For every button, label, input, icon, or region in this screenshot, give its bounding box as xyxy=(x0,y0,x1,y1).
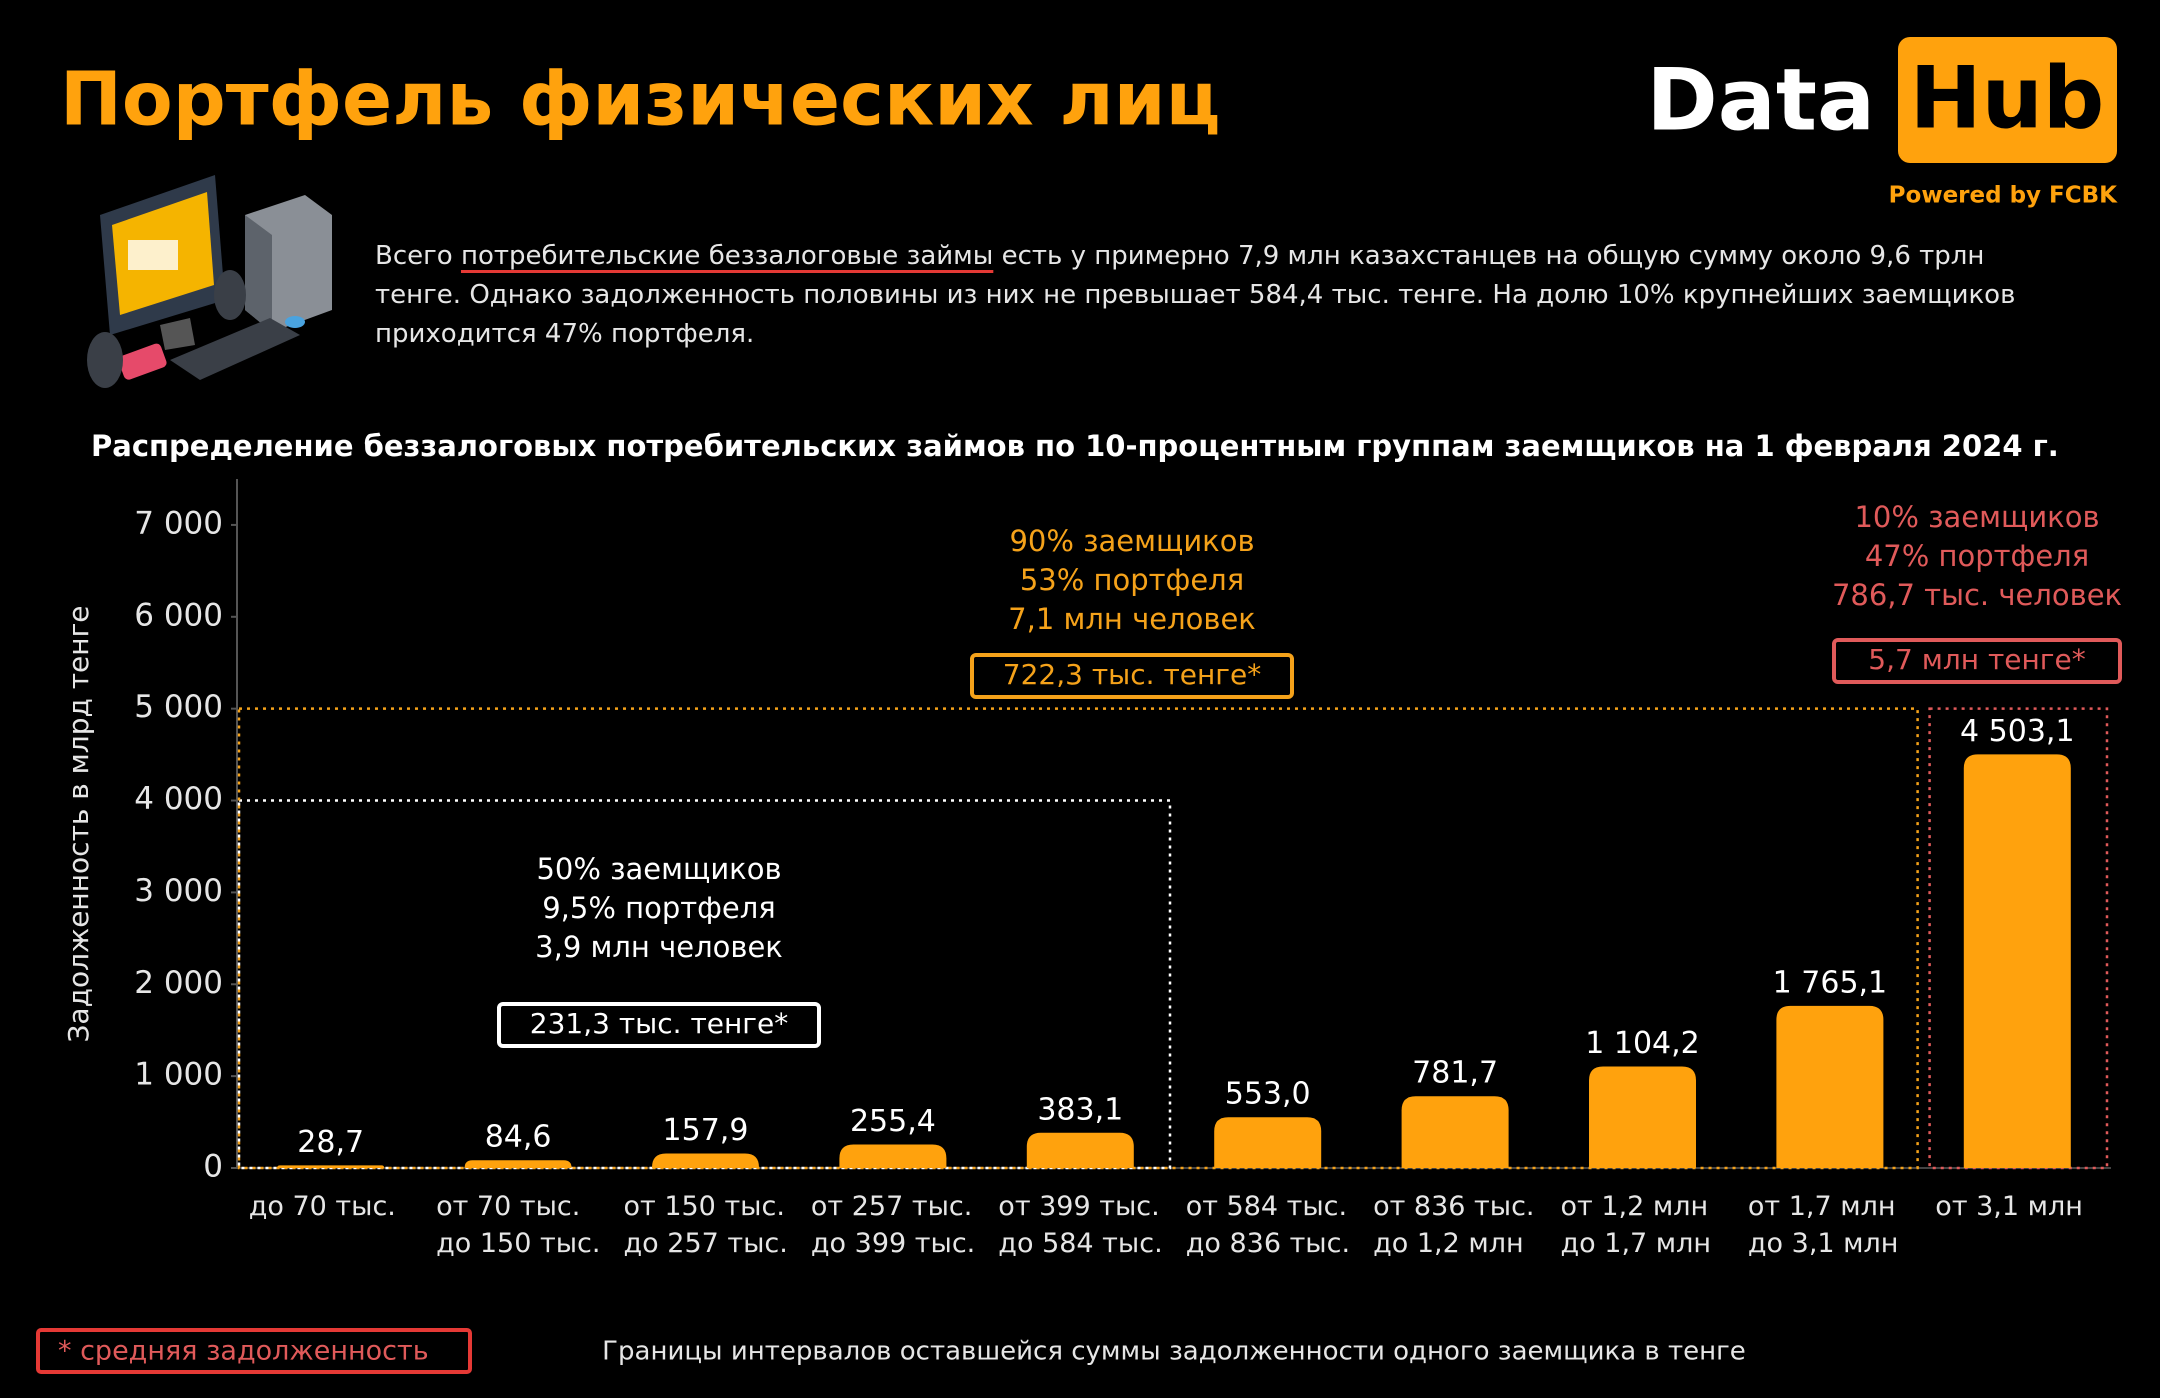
y-tick-label: 7 000 xyxy=(134,505,223,541)
bar xyxy=(1026,1132,1134,1168)
logo-text: Data xyxy=(1646,50,1875,150)
annotation-line: 10% заемщиков xyxy=(1854,500,2099,534)
annotation-line: 3,9 млн человек xyxy=(535,930,783,964)
footnote-box xyxy=(36,1328,472,1374)
footnote: * средняя задолженность xyxy=(58,1336,429,1367)
y-tick-label: 2 000 xyxy=(134,965,223,1001)
x-tick-label: от 257 тыс. до 399 тыс. xyxy=(810,1191,976,1259)
value-label: 157,9 xyxy=(663,1113,749,1148)
x-tick-label: от 3,1 млн xyxy=(1935,1191,2083,1222)
bar xyxy=(1589,1066,1696,1168)
value-label: 28,7 xyxy=(297,1125,364,1160)
average-box xyxy=(970,653,1294,699)
average-box xyxy=(1832,638,2122,684)
page-title: Портфель физических лиц xyxy=(60,57,1220,143)
y-tick-label: 6 000 xyxy=(134,597,223,633)
group-bracket xyxy=(1928,707,2109,1170)
bar xyxy=(1401,1096,1509,1168)
y-tick-label: 4 000 xyxy=(134,781,223,817)
y-tick-label: 3 000 xyxy=(134,873,223,909)
y-tick-label: 0 xyxy=(203,1149,223,1185)
group-bracket xyxy=(237,799,1172,1170)
bar xyxy=(652,1153,759,1168)
computer-icon xyxy=(87,175,332,388)
bar xyxy=(1963,754,2071,1168)
x-tick-label: до 70 тыс. xyxy=(248,1191,396,1222)
value-label: 383,1 xyxy=(1037,1092,1123,1127)
x-tick-label: от 836 тыс. до 1,2 млн xyxy=(1373,1191,1535,1259)
x-tick-label: от 150 тыс. до 257 тыс. xyxy=(623,1191,788,1259)
intro-part: есть у примерно 7,9 млн казахстанцев на … xyxy=(375,241,2016,349)
annotation-line: 47% портфеля xyxy=(1865,539,2089,573)
annotation-line: 50% заемщиков xyxy=(536,852,781,886)
value-label: 1 104,2 xyxy=(1585,1026,1700,1061)
annotation-line: 7,1 млн человек xyxy=(1008,602,1256,636)
annotation-line: 53% портфеля xyxy=(1020,563,1244,597)
value-label: 553,0 xyxy=(1225,1077,1311,1112)
bar xyxy=(277,1165,385,1168)
value-label: 255,4 xyxy=(850,1104,936,1139)
y-tick-label: 5 000 xyxy=(134,689,223,725)
intro-highlight: потребительские беззалоговые займы xyxy=(460,241,994,271)
bar xyxy=(839,1144,947,1168)
annotation-line: 9,5% портфеля xyxy=(542,891,776,925)
x-axis-label: Границы интервалов оставшейся суммы задо… xyxy=(602,1337,1746,1367)
annotation-line: 786,7 тыс. человек xyxy=(1832,578,2122,612)
x-tick-label: от 1,2 млн до 1,7 млн xyxy=(1560,1191,1712,1259)
logo-text: Hub xyxy=(1910,48,2105,148)
bar xyxy=(464,1160,572,1168)
value-label: 4 503,1 xyxy=(1960,714,2075,749)
average-box xyxy=(497,1002,821,1048)
x-tick-label: от 70 тыс. до 150 тыс. xyxy=(436,1191,601,1259)
intro-part: Всего xyxy=(375,241,453,271)
average-label: 5,7 млн тенге* xyxy=(1868,643,2085,676)
intro-text: Всего потребительские беззалоговые займы… xyxy=(375,237,2035,354)
value-label: 781,7 xyxy=(1412,1056,1498,1091)
logo-box xyxy=(1898,37,2117,163)
logo-subtitle: Powered by FCBK xyxy=(1889,183,2119,209)
bar xyxy=(1776,1005,1884,1168)
chart-title: Распределение беззалоговых потребительск… xyxy=(91,429,2059,463)
average-label: 231,3 тыс. тенге* xyxy=(530,1007,788,1040)
value-label: 1 765,1 xyxy=(1773,965,1888,1000)
bar xyxy=(1214,1117,1322,1168)
value-label: 84,6 xyxy=(485,1120,552,1155)
x-tick-label: от 1,7 млн до 3,1 млн xyxy=(1747,1191,1899,1259)
average-label: 722,3 тыс. тенге* xyxy=(1003,658,1261,691)
annotation-line: 90% заемщиков xyxy=(1009,524,1254,558)
x-tick-label: от 399 тыс. до 584 тыс. xyxy=(998,1191,1163,1259)
y-tick-label: 1 000 xyxy=(134,1057,223,1093)
x-tick-label: от 584 тыс. до 836 тыс. xyxy=(1185,1191,1351,1259)
y-axis-label: Задолженность в млрд тенге xyxy=(62,605,95,1042)
